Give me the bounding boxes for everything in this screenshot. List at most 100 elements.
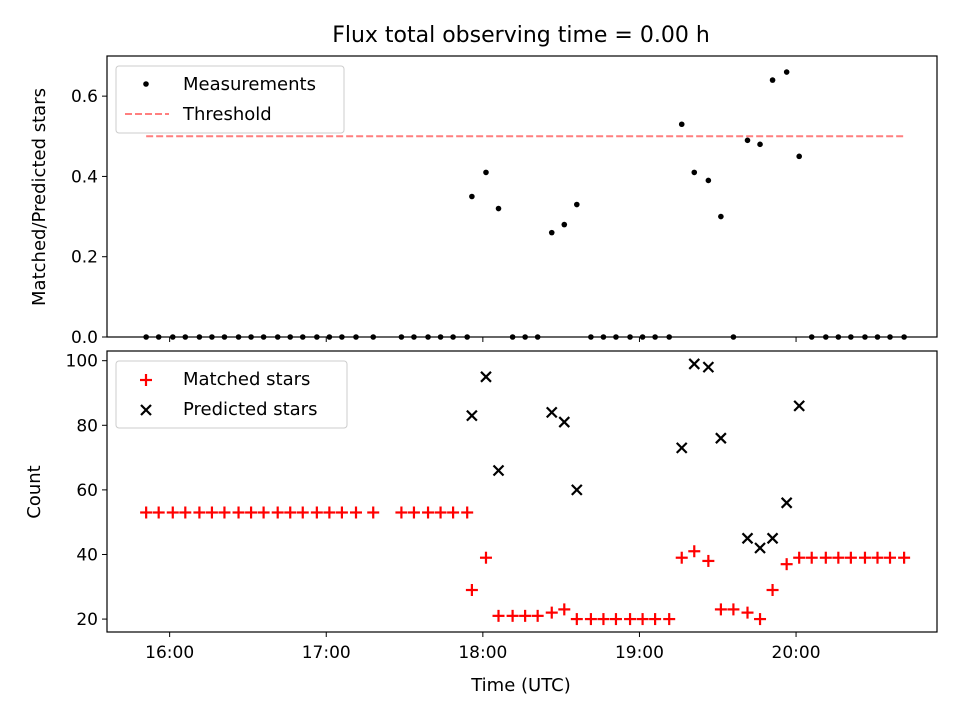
bottom-legend-box bbox=[115, 360, 348, 429]
predicted-star-point bbox=[688, 358, 701, 370]
matched-star-point bbox=[570, 613, 583, 626]
x-axis-label: Time (UTC) bbox=[470, 675, 571, 696]
matched-star-point bbox=[871, 551, 884, 564]
matched-star-point bbox=[407, 506, 420, 519]
bottom-ytick-label: 40 bbox=[76, 545, 98, 565]
matched-star-point bbox=[884, 551, 897, 564]
predicted-star-point bbox=[766, 532, 779, 545]
legend-measurements-label: Measurements bbox=[183, 74, 316, 95]
measurement-point bbox=[744, 137, 751, 144]
predicted-point-b bbox=[780, 497, 793, 509]
matched-star-point bbox=[367, 506, 380, 519]
predicted-star-point bbox=[558, 416, 571, 428]
measurement-point bbox=[691, 169, 698, 176]
matched-star-point bbox=[335, 506, 348, 519]
bottom-ytick-label: 20 bbox=[76, 610, 98, 630]
matched-star-point bbox=[218, 506, 231, 519]
top-y-axis-label: Matched/Predicted stars bbox=[29, 88, 50, 306]
measurement-point bbox=[483, 169, 489, 176]
bottom-xtick-label: 19:00 bbox=[615, 643, 664, 663]
measurement-point bbox=[769, 77, 776, 83]
bottom-series-group bbox=[140, 358, 911, 626]
measurement-point bbox=[783, 69, 790, 75]
matched-star-point bbox=[597, 613, 610, 626]
bottom-x-axis: 16:00 17:00 18:00 19:00 20:00 bbox=[145, 632, 821, 663]
matched-star-point bbox=[422, 506, 435, 519]
matched-star-point bbox=[323, 506, 336, 519]
legend-predicted-label: Predicted stars bbox=[183, 399, 317, 420]
matched-star-point bbox=[714, 603, 727, 616]
matched-star-point bbox=[461, 506, 474, 519]
top-ytick-label: 0.0 bbox=[71, 328, 98, 348]
matched-star-point bbox=[506, 609, 519, 622]
matched-star-point bbox=[434, 506, 447, 519]
matched-star-point bbox=[257, 506, 270, 519]
bottom-legend: Matched stars Predicted stars bbox=[115, 360, 348, 429]
matched-star-point bbox=[205, 506, 218, 519]
top-panel: 0.0 0.2 0.4 0.6 Matched/Predicted stars Mea… bbox=[29, 55, 938, 348]
matched-star-point bbox=[609, 613, 622, 626]
bottom-y-axis: 20 40 60 80 100 bbox=[66, 352, 107, 630]
matched-star-point bbox=[519, 609, 532, 622]
matched-star-point bbox=[858, 551, 871, 564]
bottom-xtick-label: 17:00 bbox=[302, 643, 351, 663]
predicted-point-b bbox=[492, 464, 505, 477]
matched-star-point bbox=[395, 506, 408, 519]
bottom-ytick-label: 80 bbox=[76, 416, 98, 436]
predicted-star-point bbox=[741, 532, 754, 545]
top-ytick-label: 0.2 bbox=[71, 248, 98, 268]
matched-star-point bbox=[140, 506, 153, 519]
matched-star-point bbox=[296, 506, 309, 519]
matched-star-point bbox=[465, 584, 478, 597]
matched-star-point bbox=[754, 613, 767, 626]
matched-star-point bbox=[780, 558, 793, 571]
chart-title: Flux total observing time = 0.00 h bbox=[332, 23, 710, 48]
predicted-star-point bbox=[545, 406, 558, 419]
legend-predicted-marker bbox=[140, 404, 152, 416]
predicted-point-b bbox=[480, 371, 492, 383]
matched-star-point bbox=[166, 506, 179, 519]
predicted-star-point bbox=[754, 542, 766, 554]
bottom-panel: 20 40 60 80 100 16:00 17:00 18:00 19:00 20:00 Co… bbox=[24, 350, 938, 696]
measurement-point bbox=[718, 213, 724, 220]
top-axes-frame bbox=[106, 55, 938, 338]
matched-star-point bbox=[636, 613, 649, 626]
top-x-axis bbox=[169, 337, 797, 342]
predicted-point-b bbox=[754, 542, 766, 554]
matched-star-point bbox=[727, 603, 740, 616]
predicted-point-b bbox=[558, 416, 571, 428]
matched-star-point bbox=[545, 606, 558, 619]
matched-star-point bbox=[805, 551, 818, 564]
predicted-star-point bbox=[466, 409, 478, 422]
predicted-star-point bbox=[571, 484, 583, 496]
measurement-point bbox=[757, 141, 763, 148]
matched-star-point bbox=[310, 506, 323, 519]
matched-star-point bbox=[152, 506, 165, 519]
matched-star-point bbox=[479, 551, 492, 564]
predicted-point-b bbox=[675, 442, 688, 454]
matched-star-point bbox=[844, 551, 857, 564]
measurement-point bbox=[678, 121, 685, 128]
matched-star-point bbox=[284, 506, 297, 519]
legend-matched-label: Matched stars bbox=[183, 369, 310, 390]
predicted-point-b bbox=[702, 361, 715, 373]
matched-star-point bbox=[531, 609, 544, 622]
predicted-star-point bbox=[715, 432, 727, 444]
top-y-axis: 0.0 0.2 0.4 0.6 bbox=[71, 87, 107, 348]
predicted-point-b bbox=[715, 432, 727, 444]
matched-star-point bbox=[741, 606, 754, 619]
matched-star-point bbox=[232, 506, 245, 519]
matched-star-point bbox=[193, 506, 206, 519]
predicted-point-b bbox=[741, 532, 754, 545]
bottom-ytick-label: 100 bbox=[66, 352, 98, 372]
matched-star-point bbox=[492, 609, 505, 622]
matched-star-point bbox=[584, 613, 597, 626]
matched-star-point bbox=[271, 506, 284, 519]
matched-star-point bbox=[179, 506, 192, 519]
top-legend: Measurements Threshold bbox=[115, 65, 345, 134]
bottom-xtick-label: 16:00 bbox=[145, 643, 194, 663]
top-ytick-label: 0.6 bbox=[71, 87, 98, 107]
predicted-star-point bbox=[675, 442, 688, 454]
matched-star-point bbox=[245, 506, 258, 519]
